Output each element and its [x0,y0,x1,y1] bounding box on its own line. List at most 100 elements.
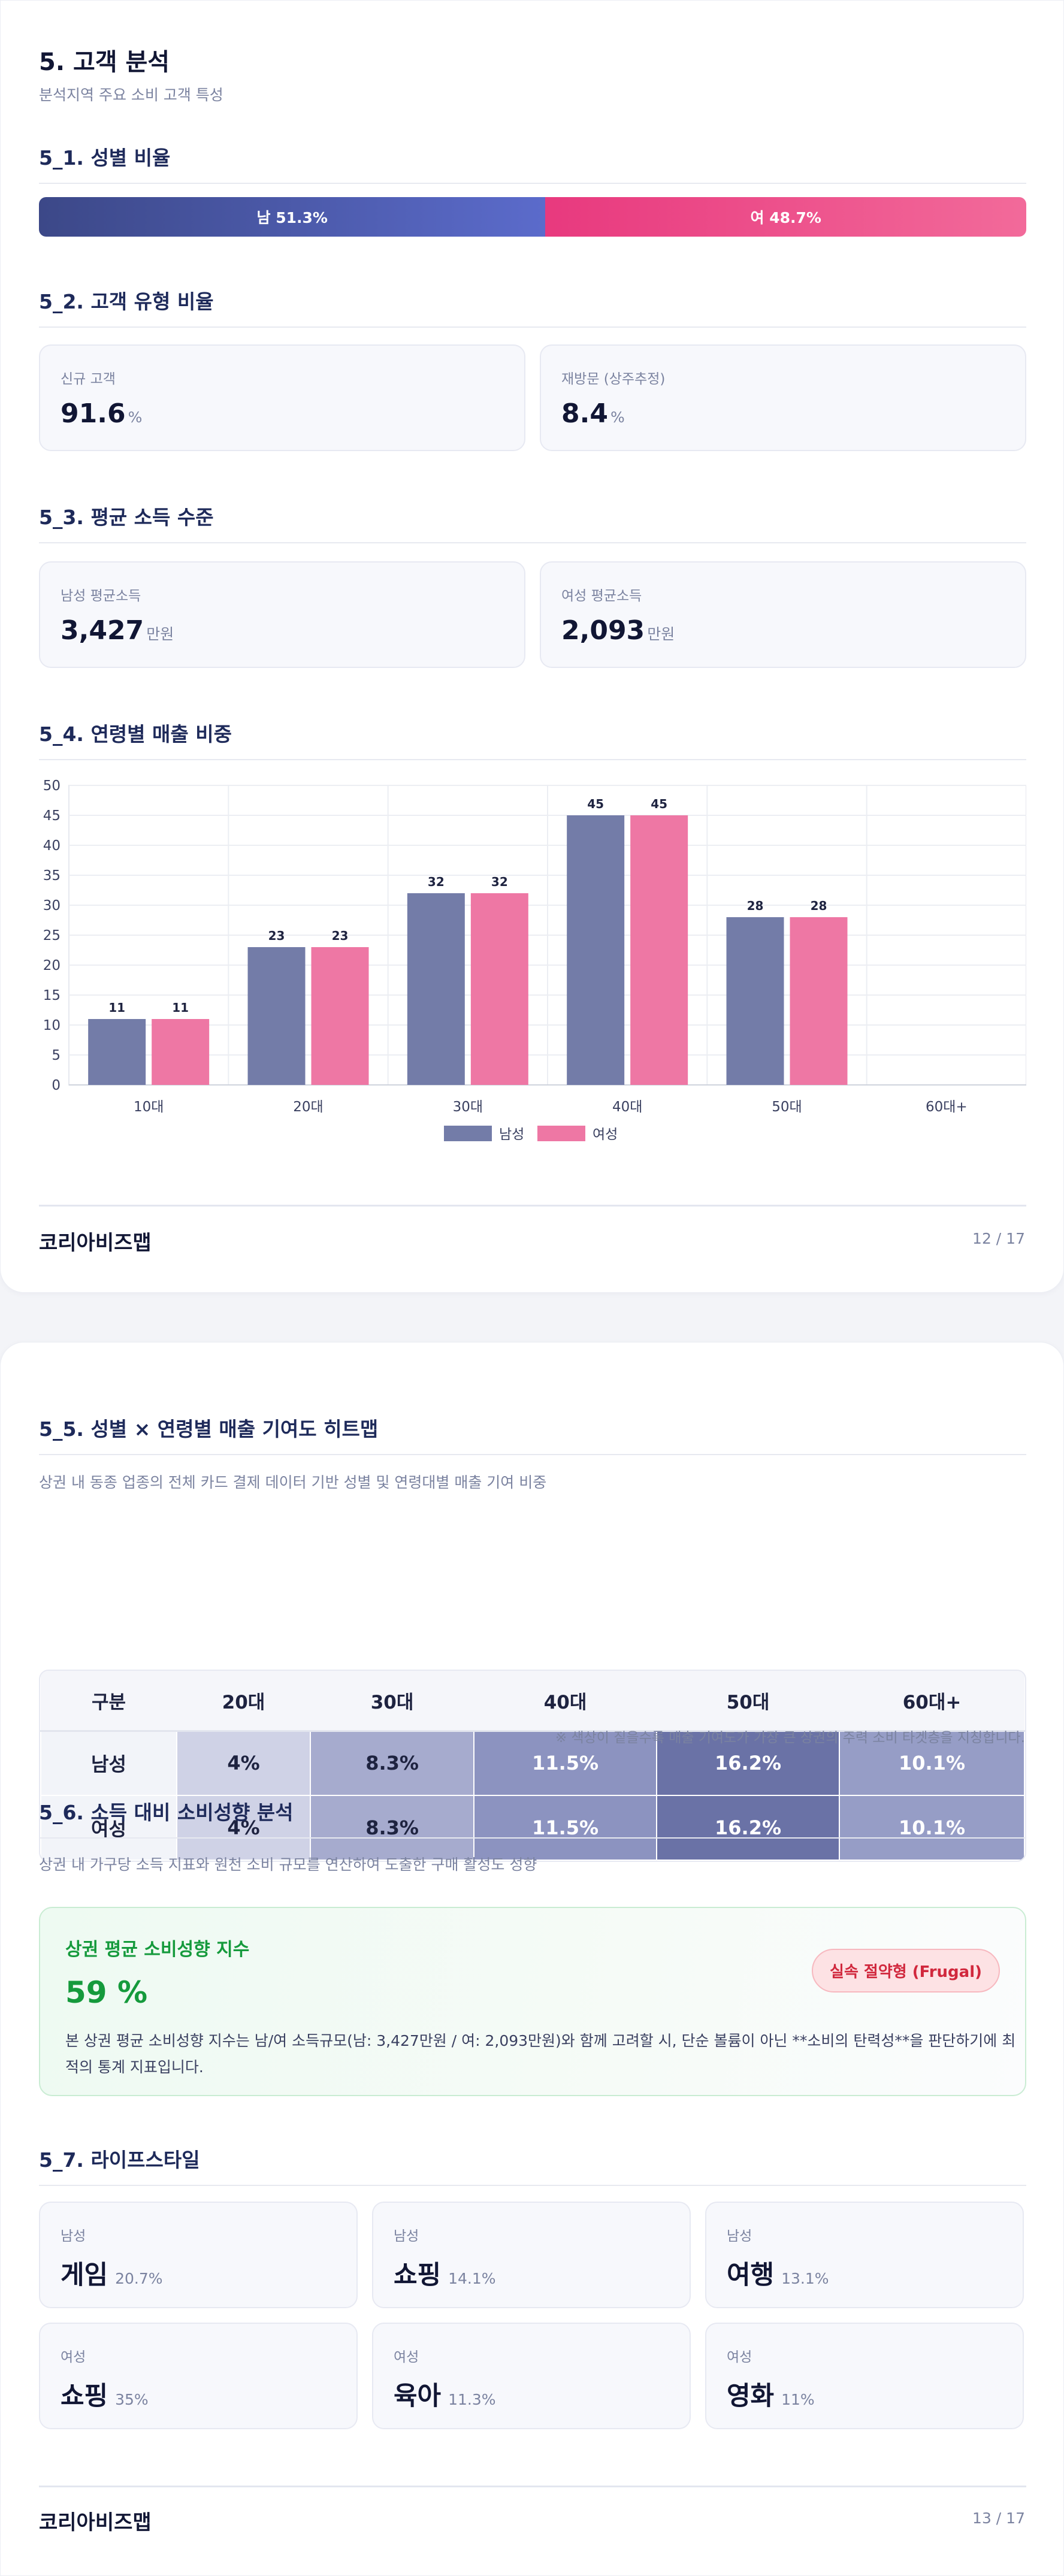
footer-brand: 코리아비즈맵 [39,2511,152,2535]
y-tick-label: 25 [43,928,61,944]
customer-type-heading: 5_2. 고객 유형 비율 [39,286,1026,328]
index-value: 59 % [65,1975,148,2010]
card-label: 재방문 (상주추정) [561,371,666,387]
heatmap-cell: 10.1% [839,1795,1025,1861]
card-label: 남성 평균소득 [61,588,141,604]
female-share-segment: 여 48.7% [545,197,1026,237]
bar-female [470,893,528,1085]
lifestyle-gender: 남성 [727,2229,752,2244]
lifestyle-percent: 35% [115,2391,149,2408]
heatmap-col-header: 20대 [176,1671,311,1732]
heatmap-note: ※ 색상이 짙을수록 매출 기여도가 가장 큰 상권의 주력 소비 타겟층을 지… [555,1730,1025,1746]
bar-value-label: 23 [268,929,285,943]
card-label: 신규 고객 [61,371,116,387]
male-share-segment: 남 51.3% [39,197,546,237]
lifestyle-card: 남성 게임 20.7% [39,2202,358,2308]
x-tick-label: 20대 [293,1099,323,1115]
x-tick-label: 40대 [612,1099,642,1115]
lifestyle-card: 여성 쇼핑 35% [39,2323,358,2429]
section-title: 5. 고객 분석 [39,49,170,76]
income-heading: 5_3. 평균 소득 수준 [39,501,1026,543]
heatmap-cell: 10.1% [839,1730,1025,1796]
bar-value-label: 32 [491,875,508,889]
heatmap-cell: 8.3% [310,1795,475,1861]
heatmap-cell: 16.2% [656,1730,841,1796]
x-tick-label: 30대 [453,1099,483,1115]
lifestyle-gender: 여성 [394,2350,419,2365]
propensity-type-badge: 실속 절약형 (Frugal) [812,1949,1000,1993]
y-tick-label: 5 [52,1048,61,1063]
heatmap-heading: 5_5. 성별 × 연령별 매출 기여도 히트맵 [39,1413,1026,1455]
y-tick-label: 0 [52,1078,61,1093]
bar-value-label: 23 [332,929,349,943]
heatmap-description: 상권 내 동종 업종의 전체 카드 결제 데이터 기반 성별 및 연령대별 매출… [39,1474,547,1491]
bar-value-label: 45 [651,797,667,811]
card-value: 91.6% [61,398,143,429]
lifestyle-category: 쇼핑 35% [61,2381,149,2411]
index-title: 상권 평균 소비성향 지수 [65,1939,250,1960]
heatmap-cell: 11.5% [473,1730,658,1796]
y-tick-label: 35 [43,868,61,884]
bar-value-label: 11 [172,1000,189,1015]
card-value: 2,093 만원 [561,615,675,646]
bar-male [567,815,625,1085]
section-subtitle: 분석지역 주요 소비 고객 특성 [39,86,223,104]
lifestyle-category: 육아 11.3% [394,2381,496,2411]
bar-female [311,947,369,1085]
bar-male [247,947,306,1085]
lifestyle-gender: 여성 [727,2350,752,2365]
heatmap-col-header: 50대 [657,1671,840,1732]
heatmap-cell: 4% [176,1795,312,1861]
bar-male [407,893,465,1085]
y-tick-label: 10 [43,1018,61,1033]
bar-value-label: 11 [108,1000,125,1015]
bar-male [726,917,784,1085]
heatmap-col-header: 30대 [310,1671,474,1732]
legend-swatch [444,1126,492,1141]
lifestyle-percent: 11% [781,2391,815,2408]
y-tick-label: 15 [43,988,61,1003]
report-page-13: 5_5. 성별 × 연령별 매출 기여도 히트맵 상권 내 동종 업종의 전체 … [0,1342,1064,2576]
age-sales-heading: 5_4. 연령별 매출 비중 [39,718,1026,760]
gender-ratio-bar: 남 51.3% 여 48.7% [39,197,1026,237]
y-tick-label: 40 [43,838,61,854]
page-number: 13 / 17 [972,2510,1025,2527]
footer-divider [39,1205,1026,1207]
lifestyle-category: 여행 13.1% [727,2260,829,2290]
lifestyle-heading: 5_7. 라이프스타일 [39,2144,1026,2186]
legend-label: 여성 [593,1127,618,1142]
footer-brand: 코리아비즈맵 [39,1231,152,1255]
lifestyle-category: 게임 20.7% [61,2260,163,2290]
x-tick-label: 10대 [134,1099,164,1115]
x-tick-label: 60대+ [926,1099,968,1115]
propensity-description: 상권 내 가구당 소득 지표와 원천 소비 규모를 연산하여 도출한 구매 활성… [39,1856,537,1873]
male-income-card: 남성 평균소득 3,427 만원 [39,561,525,668]
index-explanation: 본 상권 평균 소비성향 지수는 남/여 소득규모(남: 3,427만원 / 여… [65,2032,1016,2076]
revisit-customer-card: 재방문 (상주추정) 8.4% [540,344,1026,451]
bar-value-label: 32 [428,875,445,889]
new-customer-card: 신규 고객 91.6% [39,344,525,451]
gender-ratio-heading: 5_1. 성별 비율 [39,142,1026,184]
lifestyle-percent: 11.3% [448,2391,496,2408]
heatmap-row: 여성 4% 8.3% 11.5% 16.2% 10.1% [40,1795,1025,1861]
heatmap-cell: 16.2% [656,1795,841,1861]
report-page-12: 5. 고객 분석 분석지역 주요 소비 고객 특성 5_1. 성별 비율 남 5… [0,0,1064,1293]
bar-female [790,917,848,1085]
bar-female [152,1019,210,1085]
legend-swatch [537,1126,585,1141]
heatmap-header-row: 구분 20대 30대 40대 50대 60대+ [41,1671,1024,1732]
card-label: 여성 평균소득 [561,588,642,604]
lifestyle-percent: 20.7% [115,2270,163,2287]
heatmap-cell: 4% [176,1730,312,1796]
lifestyle-card: 남성 쇼핑 14.1% [372,2202,691,2308]
heatmap-row-label: 여성 [40,1795,177,1861]
lifestyle-category: 영화 11% [727,2381,815,2411]
bar-value-label: 28 [747,899,764,913]
y-tick-label: 20 [43,958,61,973]
footer-divider [39,2486,1026,2487]
lifestyle-percent: 13.1% [781,2270,829,2287]
heatmap-header-label: 구분 [41,1671,177,1732]
